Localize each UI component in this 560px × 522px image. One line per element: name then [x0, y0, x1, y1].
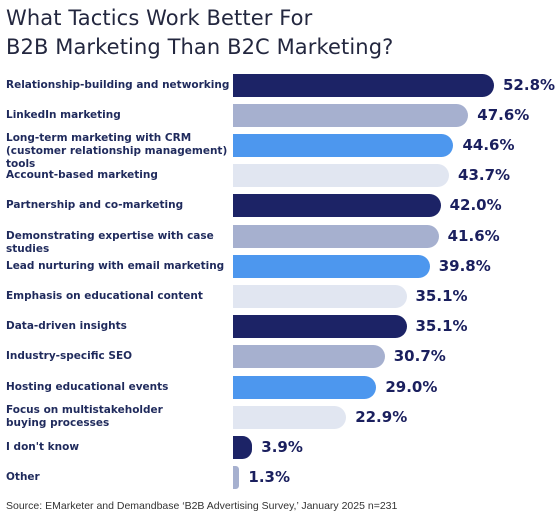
category-label-line: Account-based marketing [6, 169, 158, 182]
category-label-line: Lead nurturing with email marketing [6, 259, 225, 272]
category-label-line: Hosting educational events [6, 380, 169, 393]
bar [233, 164, 450, 188]
category-label-line: Focus on multistakeholder [6, 404, 163, 417]
bar [233, 345, 385, 369]
category-label-line: Relationship-building and networking [6, 78, 230, 91]
value-label: 22.9% [355, 407, 408, 426]
value-label: 35.1% [415, 317, 468, 336]
bar [233, 405, 347, 429]
value-label: 42.0% [449, 196, 502, 215]
category-label-line: Demonstrating expertise with case studie… [6, 229, 214, 255]
category-label: Hosting educational events [6, 381, 232, 394]
bar [233, 284, 407, 308]
value-label: 52.8% [503, 75, 556, 94]
category-label-line: Data-driven insights [6, 320, 127, 333]
title-line-2: B2B Marketing Than B2C Marketing? [6, 35, 394, 59]
category-label: Relationship-building and networking [6, 79, 232, 92]
category-label: Long-term marketing with CRM (customer re… [6, 132, 232, 171]
category-label: Industry-specific SEO [6, 350, 232, 363]
bar [233, 435, 253, 459]
category-label: I don't know [6, 441, 232, 454]
category-label-line: LinkedIn marketing [6, 108, 121, 121]
value-label: 43.7% [458, 166, 511, 185]
bar [233, 315, 407, 339]
chart-title: What Tactics Work Better For B2B Marketi… [6, 4, 506, 62]
value-label: 1.3% [248, 468, 291, 487]
category-label-line: (customer relationship management) tools [6, 145, 228, 171]
value-label: 39.8% [438, 256, 491, 275]
bar [233, 103, 469, 127]
category-label-line: Partnership and co-marketing [6, 199, 184, 212]
category-label: Lead nurturing with email marketing [6, 260, 232, 273]
category-label-line: Industry-specific SEO [6, 350, 133, 363]
category-label: Account-based marketing [6, 169, 232, 182]
category-label: Emphasis on educational content [6, 290, 232, 303]
category-label-line: I don't know [6, 440, 80, 453]
value-label: 30.7% [393, 347, 446, 366]
bar [233, 133, 454, 157]
category-label-line: Emphasis on educational content [6, 289, 203, 302]
category-label-line: Other [6, 471, 40, 484]
value-label: 47.6% [477, 105, 530, 124]
category-label: Other [6, 471, 232, 484]
bar [233, 73, 494, 97]
category-label-line: Long-term marketing with CRM [6, 132, 192, 145]
source-note: Source: EMarketer and Demandbase ‘B2B Ad… [6, 500, 398, 512]
category-label: Demonstrating expertise with case studie… [6, 230, 232, 256]
bar [233, 254, 430, 278]
value-label: 29.0% [385, 377, 438, 396]
value-label: 35.1% [415, 286, 468, 305]
category-label: LinkedIn marketing [6, 109, 232, 122]
title-line-1: What Tactics Work Better For [6, 6, 313, 30]
bar [233, 224, 439, 248]
value-label: 3.9% [261, 437, 303, 456]
bar [233, 375, 377, 399]
category-label: Data-driven insights [6, 320, 232, 333]
bar [233, 194, 441, 218]
value-label: 41.6% [447, 226, 500, 245]
category-label-line: buying processes [6, 417, 110, 430]
bar [233, 466, 240, 490]
category-label: Partnership and co-marketing [6, 199, 232, 212]
category-label: Focus on multistakeholder buying processe… [6, 404, 232, 430]
value-label: 44.6% [462, 135, 515, 154]
